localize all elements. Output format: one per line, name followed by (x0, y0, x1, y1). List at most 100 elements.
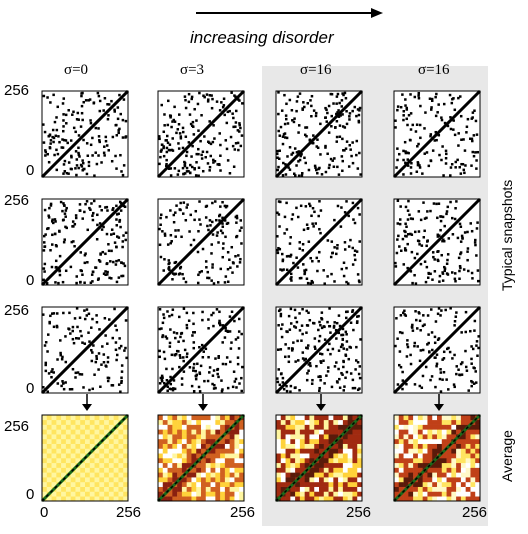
contact-dot (162, 350, 166, 354)
heat-cell (158, 443, 164, 449)
contact-dot (57, 281, 60, 285)
contact-dot (115, 224, 119, 227)
contact-dot (92, 211, 95, 215)
contact-dot (173, 105, 176, 109)
contact-dot (409, 166, 413, 169)
contact-dot (70, 155, 73, 159)
heat-cell (403, 429, 409, 435)
heat-cell (65, 467, 71, 473)
contact-dot (240, 134, 244, 137)
contact-dot (340, 343, 344, 346)
heat-cell (61, 443, 67, 449)
contact-dot (71, 329, 74, 333)
heat-cell (215, 458, 221, 464)
heat-cell (104, 438, 110, 444)
heat-cell (104, 496, 110, 502)
heat-cell (437, 438, 443, 444)
contact-dot (234, 215, 238, 219)
contact-dot (426, 239, 429, 242)
heat-cell (465, 448, 471, 454)
contact-dot (172, 220, 176, 224)
contact-dot (197, 174, 200, 177)
contact-dot (115, 167, 118, 170)
contact-dot (449, 200, 452, 204)
contact-dot (177, 169, 181, 173)
contact-dot (279, 268, 282, 271)
contact-dot (106, 209, 109, 212)
heat-cell (314, 448, 320, 454)
heat-cell (347, 434, 353, 440)
heat-cell (417, 419, 423, 425)
contact-dot (171, 278, 174, 281)
contact-dot (434, 95, 437, 99)
contact-dot (345, 140, 349, 143)
heat-cell (333, 491, 339, 497)
contact-dot (231, 261, 235, 264)
contact-dot (235, 109, 238, 113)
contact-dot (317, 339, 321, 343)
average-heatmap (156, 413, 246, 503)
heat-cell (186, 438, 192, 444)
contact-dot (192, 341, 196, 344)
contact-dot (401, 387, 404, 391)
contact-dot (285, 268, 289, 272)
heat-cell (75, 419, 81, 425)
contact-dot (358, 109, 361, 112)
contact-dot (228, 172, 232, 175)
contact-dot (398, 350, 402, 353)
heat-cell (309, 486, 315, 492)
contact-dot (228, 330, 232, 333)
heat-cell (239, 486, 245, 492)
contact-dot (111, 135, 115, 139)
heat-cell (352, 429, 358, 435)
heat-cell (342, 491, 348, 497)
contact-dot (305, 378, 309, 382)
contact-dot (191, 144, 194, 148)
contact-dot (58, 273, 62, 277)
contact-dot (98, 99, 102, 103)
heat-cell (465, 458, 471, 464)
heat-cell (276, 458, 282, 464)
contact-dot (174, 235, 177, 238)
heat-cell (205, 467, 211, 473)
contact-dot (289, 277, 292, 281)
heat-cell (314, 491, 320, 497)
contact-dot (411, 281, 414, 285)
contact-dot (58, 269, 61, 273)
heat-cell (75, 496, 81, 502)
heat-cell (299, 486, 305, 492)
heat-cell (427, 453, 433, 459)
heat-cell (85, 443, 91, 449)
contact-dot (116, 117, 120, 121)
contact-dot (164, 335, 168, 338)
heat-cell (42, 472, 48, 478)
heat-cell (239, 481, 245, 487)
contact-dot (85, 308, 89, 311)
contact-dot (161, 230, 164, 233)
contact-dot (230, 310, 234, 314)
heat-cell (220, 438, 226, 444)
heat-cell (432, 496, 438, 502)
contact-dot (328, 163, 331, 167)
contact-dot (166, 134, 169, 138)
contact-dot (443, 267, 447, 270)
heat-cell (172, 458, 178, 464)
heat-cell (224, 458, 230, 464)
contact-dot (221, 225, 225, 228)
contact-dot (415, 318, 418, 322)
heat-cell (89, 481, 95, 487)
contact-dot (166, 310, 169, 313)
heat-cell (201, 477, 207, 483)
heat-cell (186, 481, 192, 487)
contact-dot (475, 227, 479, 230)
heat-cell (65, 443, 71, 449)
contact-dot (194, 369, 197, 373)
contact-dot (442, 357, 446, 360)
contact-dot (103, 145, 106, 148)
contact-dot (409, 232, 412, 236)
heat-cell (196, 462, 202, 468)
contact-dot (160, 103, 163, 107)
heat-cell (290, 453, 296, 459)
contact-dot (74, 214, 78, 217)
heat-cell (70, 458, 76, 464)
